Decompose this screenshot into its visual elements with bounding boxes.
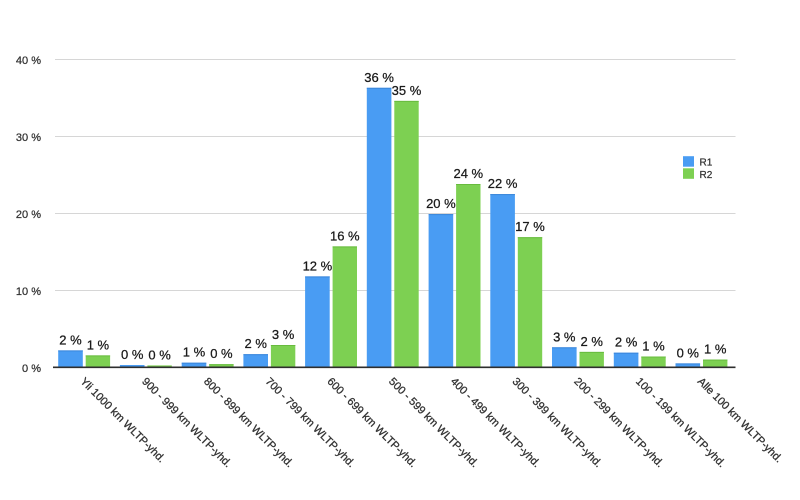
- svg-text:36 %: 36 %: [364, 70, 394, 85]
- svg-text:10 %: 10 %: [16, 286, 41, 298]
- svg-text:1 %: 1 %: [87, 337, 110, 352]
- svg-text:2 %: 2 %: [59, 332, 82, 347]
- svg-text:R1: R1: [700, 158, 713, 169]
- svg-text:12 %: 12 %: [303, 258, 333, 273]
- svg-text:20 %: 20 %: [426, 196, 456, 211]
- svg-text:0 %: 0 %: [210, 346, 233, 361]
- svg-text:20 %: 20 %: [16, 209, 41, 221]
- svg-text:2 %: 2 %: [615, 335, 638, 350]
- svg-text:16 %: 16 %: [330, 228, 360, 243]
- svg-text:1 %: 1 %: [642, 339, 665, 354]
- svg-text:30 %: 30 %: [16, 132, 41, 144]
- svg-text:22 %: 22 %: [488, 176, 518, 191]
- svg-text:0 %: 0 %: [148, 347, 171, 362]
- svg-text:1 %: 1 %: [183, 345, 206, 360]
- svg-text:2 %: 2 %: [580, 334, 603, 349]
- svg-text:2 %: 2 %: [244, 336, 267, 351]
- svg-text:1 %: 1 %: [704, 342, 727, 357]
- svg-text:40 %: 40 %: [16, 55, 41, 67]
- svg-text:0 %: 0 %: [22, 363, 41, 375]
- svg-text:35 %: 35 %: [392, 83, 422, 98]
- svg-text:0 %: 0 %: [677, 345, 700, 360]
- svg-text:0 %: 0 %: [121, 347, 144, 362]
- svg-text:3 %: 3 %: [553, 329, 576, 344]
- svg-text:R2: R2: [700, 170, 713, 181]
- svg-text:3 %: 3 %: [272, 327, 295, 342]
- svg-text:17 %: 17 %: [515, 219, 545, 234]
- svg-text:24 %: 24 %: [453, 166, 483, 181]
